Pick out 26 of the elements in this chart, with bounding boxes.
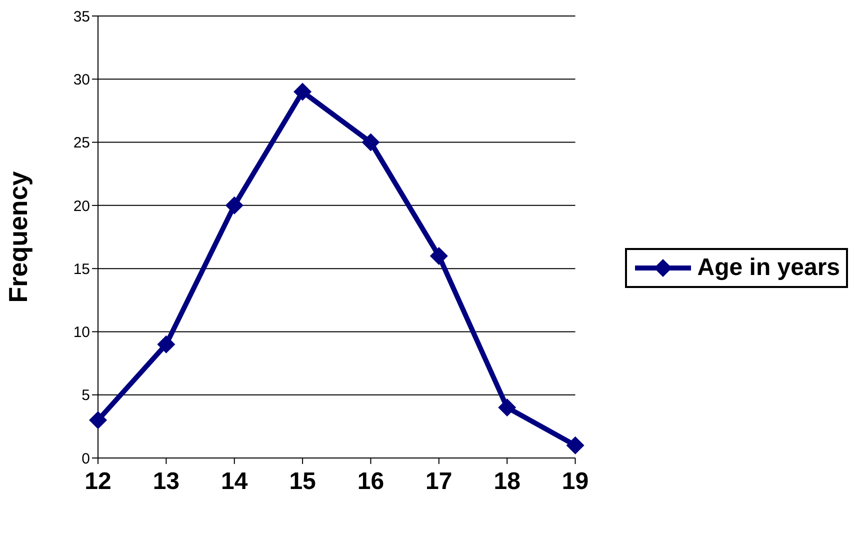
x-tick-label: 12	[84, 468, 112, 496]
y-tick-label: 0	[82, 450, 90, 468]
legend-label: Age in years	[697, 254, 840, 282]
y-tick-label: 30	[73, 71, 90, 88]
point	[566, 436, 584, 454]
y-tick-label: 25	[73, 134, 90, 152]
point	[157, 335, 176, 354]
y-tick-label: 20	[73, 198, 90, 215]
y-tick-label: 10	[73, 324, 90, 342]
x-tick-label: 15	[289, 468, 316, 496]
point	[362, 133, 380, 152]
x-tick-label: 14	[221, 468, 248, 496]
x-tick-label: 13	[152, 468, 180, 496]
y-tick-label: 15	[73, 260, 90, 278]
point	[89, 411, 107, 430]
x-tick-label: 19	[562, 468, 589, 496]
y-tick-label: 5	[82, 387, 90, 404]
x-tick-label: 18	[494, 468, 520, 496]
x-tick-label: 17	[426, 468, 452, 496]
y-tick-label: 35	[73, 8, 90, 26]
y-axis-title: Frequency	[3, 170, 34, 303]
point	[294, 82, 312, 101]
point	[225, 196, 244, 214]
x-tick-label: 16	[357, 468, 384, 496]
point	[498, 398, 516, 416]
point	[430, 246, 448, 265]
